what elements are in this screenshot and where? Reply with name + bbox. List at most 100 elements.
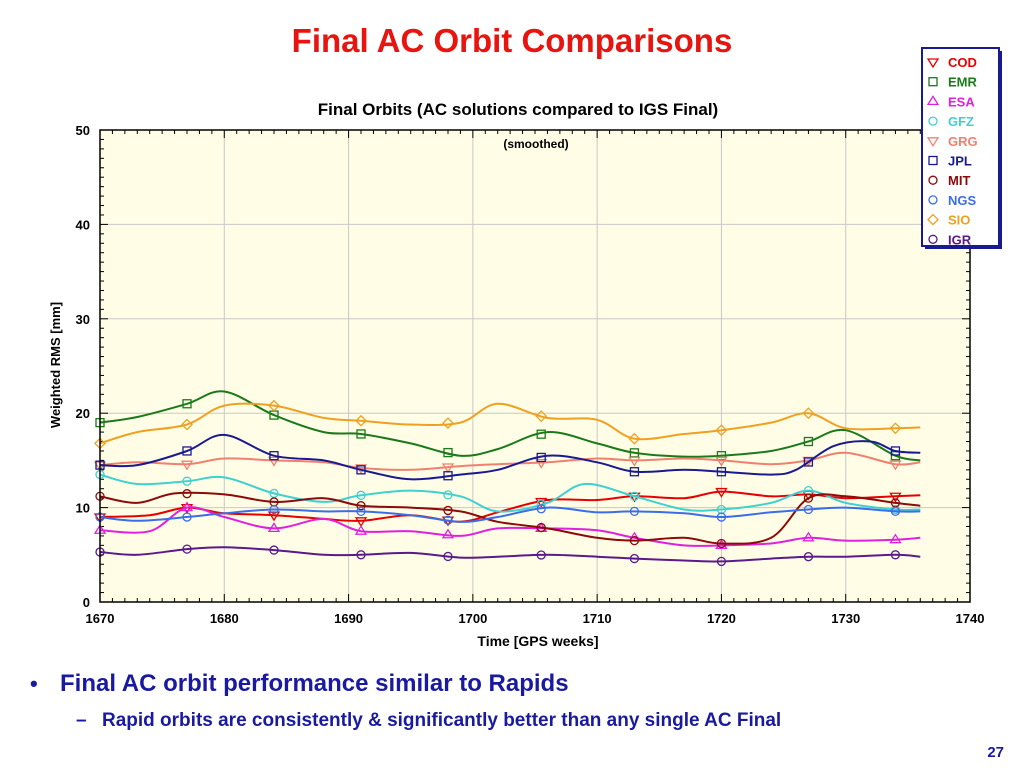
data-point-mit <box>716 538 727 549</box>
legend-marker-grg <box>926 137 940 148</box>
legend-marker-jpl <box>928 155 938 166</box>
x-tick-label: 1720 <box>707 611 736 626</box>
legend-marker-igr <box>928 234 938 244</box>
data-point-igr <box>629 553 640 564</box>
data-point-sio <box>355 414 367 427</box>
legend-marker-emr <box>928 77 938 87</box>
data-point-cod <box>535 497 548 508</box>
data-point-grg <box>889 460 902 471</box>
x-tick-label: 1690 <box>334 611 363 626</box>
data-point-esa <box>802 531 815 542</box>
legend-label-grg: GRG <box>948 134 978 149</box>
data-point-sio <box>268 399 280 412</box>
rms-line-chart: Final Orbits (AC solutions compared to I… <box>48 47 1002 649</box>
series-sio <box>94 399 921 450</box>
data-point-cod <box>267 511 281 522</box>
legend-marker-esa <box>926 95 940 106</box>
x-tick-label: 1680 <box>210 611 239 626</box>
legend-label-sio: SIO <box>948 213 970 228</box>
legend-marker-ngs <box>928 195 938 205</box>
series-line-jpl <box>99 433 921 481</box>
legend-label-jpl: JPL <box>948 154 972 169</box>
bullet-marker: • <box>30 671 38 696</box>
page-number: 27 <box>987 744 1004 761</box>
data-point-jpl <box>536 452 546 463</box>
y-tick-label: 0 <box>83 595 90 610</box>
data-point-gfz <box>356 490 366 500</box>
data-point-mit <box>356 501 366 511</box>
series-grg <box>93 451 921 475</box>
data-point-cod <box>354 517 368 528</box>
y-tick-label: 10 <box>76 501 90 516</box>
legend-label-esa: ESA <box>948 94 975 109</box>
x-tick-label: 1670 <box>86 611 115 626</box>
data-point-gfz <box>443 490 453 500</box>
data-point-sio <box>889 422 902 435</box>
data-point-sio <box>535 410 548 423</box>
data-point-esa <box>354 524 368 535</box>
data-point-ngs <box>716 512 727 522</box>
legend: COD EMR ESA GFZ GRG JPL MIT NGS SIO IGR <box>921 47 1002 249</box>
legend-label-cod: COD <box>948 55 977 70</box>
series-igr <box>95 544 921 567</box>
sub-bullet-text: Rapid orbits are consistently & signific… <box>102 710 782 731</box>
legend-label-ngs: NGS <box>948 193 977 208</box>
data-point-sio <box>715 424 728 437</box>
series-line-gfz <box>99 473 921 513</box>
data-point-ngs <box>629 506 640 517</box>
data-point-ngs <box>443 515 453 525</box>
series-mit <box>95 489 921 549</box>
data-point-esa <box>889 533 902 544</box>
chart-title: Final Orbits (AC solutions compared to I… <box>318 100 718 119</box>
legend-marker-gfz <box>928 116 938 126</box>
legend-label-igr: IGR <box>948 232 972 247</box>
data-point-ngs <box>890 506 901 517</box>
data-point-ngs <box>356 506 366 517</box>
y-tick-label: 40 <box>76 217 90 232</box>
data-point-sio <box>181 418 193 431</box>
data-point-mit <box>803 493 814 503</box>
data-point-jpl <box>356 465 366 475</box>
data-point-jpl <box>890 446 901 456</box>
data-point-igr <box>536 550 546 560</box>
data-point-esa <box>441 528 455 539</box>
y-axis-label: Weighted RMS [mm] <box>48 302 63 428</box>
legend-label-gfz: GFZ <box>948 114 974 129</box>
sub-bullet-marker: – <box>76 710 87 731</box>
series-ngs <box>95 504 921 525</box>
y-tick-label: 50 <box>76 123 90 138</box>
data-point-jpl <box>716 467 727 477</box>
data-point-emr <box>182 399 192 409</box>
series-jpl <box>95 433 921 481</box>
legend-marker-sio <box>927 213 939 226</box>
data-point-igr <box>356 550 366 560</box>
x-axis-label: Time [GPS weeks] <box>477 633 598 649</box>
data-point-grg <box>441 463 455 474</box>
chart-subtitle: (smoothed) <box>503 137 568 151</box>
data-point-mit <box>536 522 546 533</box>
data-point-grg <box>535 458 548 469</box>
series-line-ngs <box>99 506 921 523</box>
data-point-gfz <box>629 491 640 501</box>
data-point-mit <box>629 535 640 546</box>
plot-frame <box>99 129 971 603</box>
data-point-igr <box>890 550 901 560</box>
data-point-jpl <box>803 457 814 467</box>
data-point-sio <box>442 417 454 430</box>
x-tick-label: 1730 <box>831 611 860 626</box>
legend-marker-cod <box>926 58 940 69</box>
sub-bullet-item: – Rapid orbits are consistently & signif… <box>76 710 1010 732</box>
data-point-grg <box>628 456 641 467</box>
data-point-sio <box>802 407 815 420</box>
slide-title: Final AC Orbit Comparisons <box>291 22 733 59</box>
data-point-cod <box>889 492 902 503</box>
series-line-emr <box>99 390 921 462</box>
data-point-igr <box>269 545 279 555</box>
legend-label-emr: EMR <box>948 75 978 90</box>
bullet-item: • Final AC orbit performance similar to … <box>30 670 1010 698</box>
data-point-ngs <box>536 504 546 514</box>
data-point-igr <box>443 551 453 562</box>
bullet-list: • Final AC orbit performance similar to … <box>30 670 1010 732</box>
data-point-esa <box>180 501 194 512</box>
data-point-mit <box>443 505 453 516</box>
